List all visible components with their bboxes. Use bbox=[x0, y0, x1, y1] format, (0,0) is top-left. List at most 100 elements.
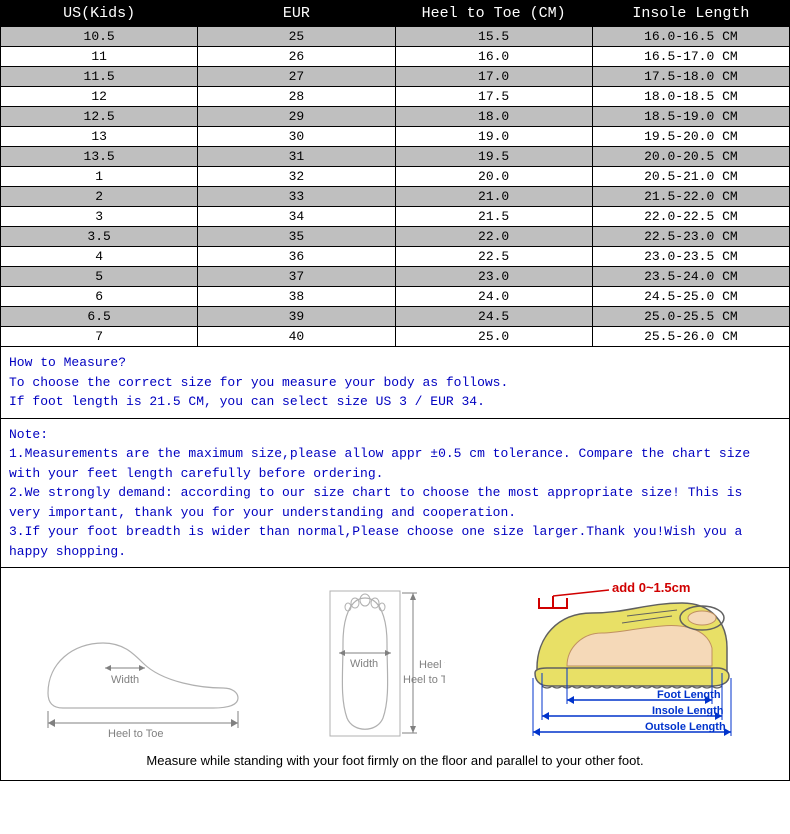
foot-top-icon: Width Heel to Toe Heel to Toe bbox=[295, 583, 445, 743]
col-eur: EUR bbox=[198, 1, 395, 27]
table-cell: 19.5 bbox=[395, 147, 592, 167]
note-title: Note: bbox=[9, 427, 48, 442]
table-row: 33421.522.0-22.5 CM bbox=[1, 207, 790, 227]
table-row: 43622.523.0-23.5 CM bbox=[1, 247, 790, 267]
top-width-label: Width bbox=[350, 658, 378, 670]
svg-text:Heel to Toe: Heel to Toe bbox=[403, 674, 445, 686]
table-cell: 10.5 bbox=[1, 27, 198, 47]
top-heeltoe-label: Heel to Toe bbox=[419, 659, 445, 671]
table-row: 133019.019.5-20.0 CM bbox=[1, 127, 790, 147]
table-cell: 19.0 bbox=[395, 127, 592, 147]
table-cell: 35 bbox=[198, 227, 395, 247]
table-cell: 4 bbox=[1, 247, 198, 267]
table-row: 10.52515.516.0-16.5 CM bbox=[1, 27, 790, 47]
table-row: 13.53119.520.0-20.5 CM bbox=[1, 147, 790, 167]
table-cell: 36 bbox=[198, 247, 395, 267]
table-cell: 20.0-20.5 CM bbox=[592, 147, 789, 167]
table-cell: 12 bbox=[1, 87, 198, 107]
table-cell: 33 bbox=[198, 187, 395, 207]
table-cell: 17.5 bbox=[395, 87, 592, 107]
side-heeltoe-label: Heel to Toe bbox=[108, 728, 163, 740]
table-cell: 20.0 bbox=[395, 167, 592, 187]
table-cell: 21.5 bbox=[395, 207, 592, 227]
table-cell: 2 bbox=[1, 187, 198, 207]
col-heel-toe: Heel to Toe (CM) bbox=[395, 1, 592, 27]
table-cell: 25.0 bbox=[395, 327, 592, 347]
howto-line1: To choose the correct size for you measu… bbox=[9, 375, 508, 390]
table-row: 53723.023.5-24.0 CM bbox=[1, 267, 790, 287]
foot-length-label: Foot Length bbox=[657, 689, 721, 701]
table-cell: 21.5-22.0 CM bbox=[592, 187, 789, 207]
table-cell: 23.5-24.0 CM bbox=[592, 267, 789, 287]
table-cell: 25 bbox=[198, 27, 395, 47]
table-cell: 31 bbox=[198, 147, 395, 167]
table-row: 3.53522.022.5-23.0 CM bbox=[1, 227, 790, 247]
note-section: Note: 1.Measurements are the maximum siz… bbox=[0, 419, 790, 569]
table-cell: 16.5-17.0 CM bbox=[592, 47, 789, 67]
table-cell: 17.0 bbox=[395, 67, 592, 87]
table-cell: 7 bbox=[1, 327, 198, 347]
table-cell: 1 bbox=[1, 167, 198, 187]
foot-side-icon: Width Heel to Toe bbox=[33, 593, 243, 743]
table-cell: 22.5-23.0 CM bbox=[592, 227, 789, 247]
table-cell: 3 bbox=[1, 207, 198, 227]
table-cell: 39 bbox=[198, 307, 395, 327]
table-cell: 37 bbox=[198, 267, 395, 287]
table-cell: 23.0-23.5 CM bbox=[592, 247, 789, 267]
table-cell: 13.5 bbox=[1, 147, 198, 167]
table-cell: 20.5-21.0 CM bbox=[592, 167, 789, 187]
table-row: 6.53924.525.0-25.5 CM bbox=[1, 307, 790, 327]
table-cell: 26 bbox=[198, 47, 395, 67]
table-cell: 16.0 bbox=[395, 47, 592, 67]
note-line2: 2.We strongly demand: according to our s… bbox=[9, 485, 742, 520]
table-cell: 21.0 bbox=[395, 187, 592, 207]
shoe-diagram-icon: add 0~1.5cm bbox=[497, 578, 757, 743]
size-chart-container: US(Kids) EUR Heel to Toe (CM) Insole Len… bbox=[0, 0, 790, 781]
table-cell: 12.5 bbox=[1, 107, 198, 127]
table-cell: 19.5-20.0 CM bbox=[592, 127, 789, 147]
table-cell: 17.5-18.0 CM bbox=[592, 67, 789, 87]
table-cell: 22.0 bbox=[395, 227, 592, 247]
table-row: 63824.024.5-25.0 CM bbox=[1, 287, 790, 307]
table-cell: 16.0-16.5 CM bbox=[592, 27, 789, 47]
table-cell: 18.5-19.0 CM bbox=[592, 107, 789, 127]
table-row: 74025.025.5-26.0 CM bbox=[1, 327, 790, 347]
table-cell: 25.0-25.5 CM bbox=[592, 307, 789, 327]
col-insole: Insole Length bbox=[592, 1, 789, 27]
side-width-label: Width bbox=[111, 674, 139, 686]
table-cell: 23.0 bbox=[395, 267, 592, 287]
table-row: 122817.518.0-18.5 CM bbox=[1, 87, 790, 107]
illustration-caption: Measure while standing with your foot fi… bbox=[9, 743, 781, 776]
size-table: US(Kids) EUR Heel to Toe (CM) Insole Len… bbox=[0, 0, 790, 347]
table-cell: 11 bbox=[1, 47, 198, 67]
table-cell: 24.5-25.0 CM bbox=[592, 287, 789, 307]
table-cell: 15.5 bbox=[395, 27, 592, 47]
insole-length-label: Insole Length bbox=[652, 705, 724, 717]
table-cell: 11.5 bbox=[1, 67, 198, 87]
add-label: add 0~1.5cm bbox=[612, 580, 690, 595]
note-line3: 3.If your foot breadth is wider than nor… bbox=[9, 524, 742, 559]
table-cell: 24.5 bbox=[395, 307, 592, 327]
table-cell: 32 bbox=[198, 167, 395, 187]
table-cell: 28 bbox=[198, 87, 395, 107]
table-row: 11.52717.017.5-18.0 CM bbox=[1, 67, 790, 87]
table-cell: 18.0-18.5 CM bbox=[592, 87, 789, 107]
table-cell: 6 bbox=[1, 287, 198, 307]
table-cell: 24.0 bbox=[395, 287, 592, 307]
table-row: 112616.016.5-17.0 CM bbox=[1, 47, 790, 67]
howto-title: How to Measure? bbox=[9, 355, 126, 370]
table-cell: 22.5 bbox=[395, 247, 592, 267]
howto-line2: If foot length is 21.5 CM, you can selec… bbox=[9, 394, 485, 409]
header-row: US(Kids) EUR Heel to Toe (CM) Insole Len… bbox=[1, 1, 790, 27]
table-row: 12.52918.018.5-19.0 CM bbox=[1, 107, 790, 127]
how-to-measure: How to Measure? To choose the correct si… bbox=[0, 347, 790, 419]
table-cell: 27 bbox=[198, 67, 395, 87]
table-cell: 22.0-22.5 CM bbox=[592, 207, 789, 227]
table-cell: 40 bbox=[198, 327, 395, 347]
table-cell: 5 bbox=[1, 267, 198, 287]
table-cell: 38 bbox=[198, 287, 395, 307]
outsole-length-label: Outsole Length bbox=[645, 721, 726, 733]
table-row: 13220.020.5-21.0 CM bbox=[1, 167, 790, 187]
table-cell: 18.0 bbox=[395, 107, 592, 127]
table-row: 23321.021.5-22.0 CM bbox=[1, 187, 790, 207]
